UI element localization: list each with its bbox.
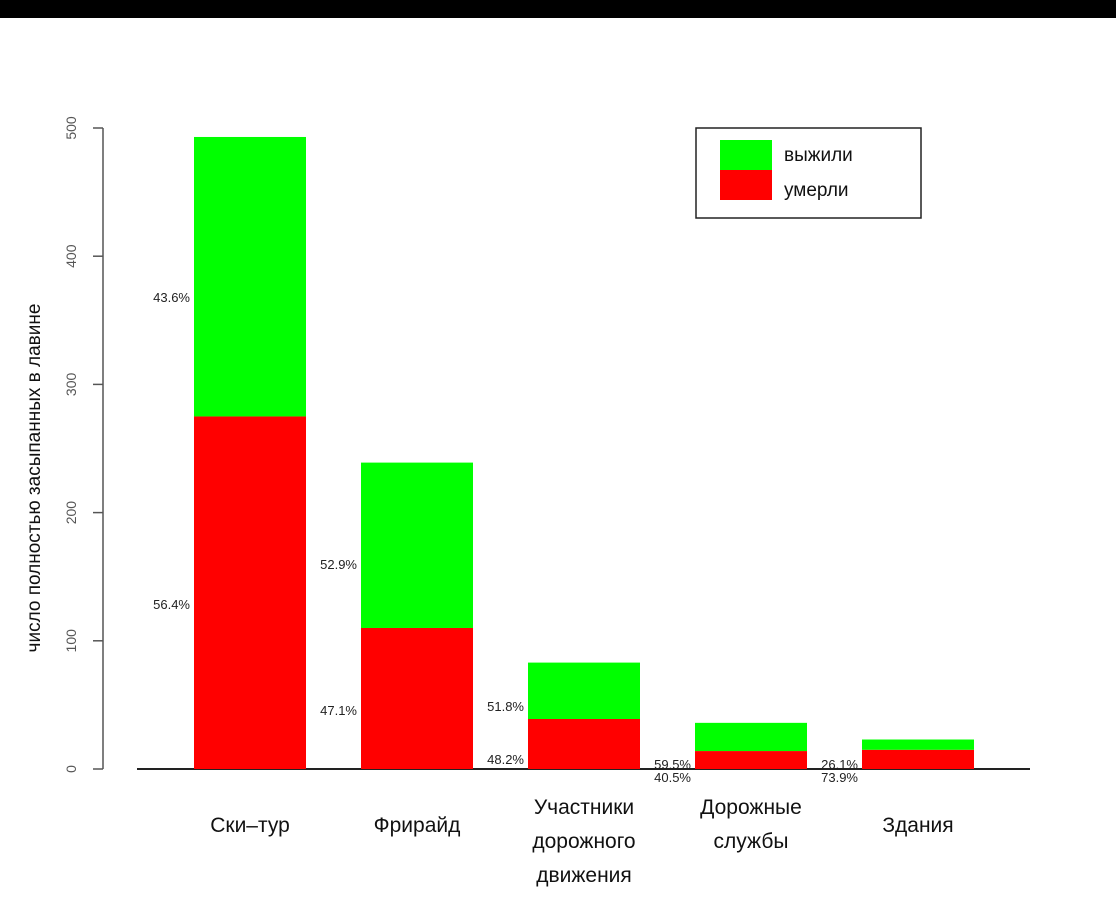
pct-label-survived: 59.5% [654, 757, 691, 772]
legend-label-died: умерли [784, 180, 849, 201]
bar-survived [862, 739, 974, 750]
y-tick-label: 300 [63, 373, 79, 397]
pct-label-died: 73.9% [821, 770, 858, 785]
y-tick-label: 200 [63, 501, 79, 525]
chart-frame: 0 100 200 300 400 500 число полностью засыпан… [0, 18, 1116, 923]
legend-label-survived: выжили [784, 145, 853, 166]
y-tick-label: 500 [63, 116, 79, 140]
bar-died [862, 749, 974, 769]
y-tick-label: 100 [63, 629, 79, 653]
bar-died [528, 719, 640, 769]
category-label: Ски–тур [210, 814, 290, 837]
bar-survived [528, 662, 640, 720]
category-label: Дорожные службы [700, 796, 802, 853]
category-labels: Ски–тур Фрирайд Участники дорожного движения… [210, 796, 953, 887]
stacked-bar-chart: 0 100 200 300 400 500 число полностью засыпан… [24, 116, 1030, 887]
bar-died [695, 751, 807, 769]
bar-survived [695, 722, 807, 752]
bar-died [361, 627, 473, 769]
category-label: Фрирайд [374, 814, 461, 837]
bar-survived [361, 462, 473, 628]
pct-label-died: 47.1% [320, 703, 357, 718]
legend-swatch-died [720, 170, 772, 200]
percent-labels: 43.6% 56.4% 52.9% 47.1% 51.8% 48.2% 59.5%40.5%… [153, 290, 858, 785]
category-label: Участники дорожного движения [532, 796, 635, 887]
y-tick-label: 0 [63, 765, 79, 773]
y-tick-label: 400 [63, 244, 79, 268]
legend: выжили умерли [695, 127, 922, 219]
legend-swatch-survived [720, 140, 772, 170]
pct-label-died: 48.2% [487, 752, 524, 767]
pct-label-survived: 51.8% [487, 699, 524, 714]
bars [194, 136, 974, 769]
pct-label-died: 40.5% [654, 770, 691, 785]
pct-label-died: 56.4% [153, 597, 190, 612]
pct-label-survived: 26.1% [821, 757, 858, 772]
bar-died [194, 416, 306, 769]
pct-label-survived: 52.9% [320, 557, 357, 572]
pct-label-survived: 43.6% [153, 290, 190, 305]
y-ticks: 0 100 200 300 400 500 [63, 116, 103, 773]
bar-survived [194, 136, 306, 417]
y-axis-label: число полностью засыпанных в лавине [24, 304, 45, 653]
category-label: Здания [882, 814, 953, 837]
